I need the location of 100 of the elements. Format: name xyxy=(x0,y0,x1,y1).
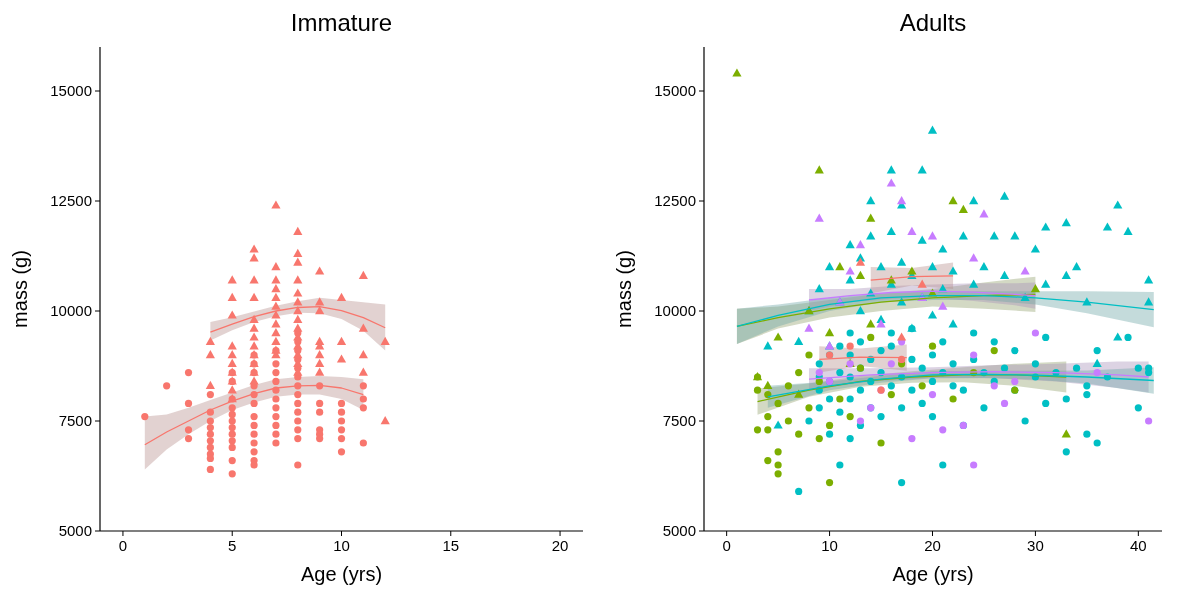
point xyxy=(866,196,876,205)
point xyxy=(1041,222,1051,231)
point xyxy=(845,240,855,249)
y-tick-label: 15000 xyxy=(654,82,696,99)
point xyxy=(1123,226,1133,235)
point xyxy=(990,347,998,355)
point xyxy=(764,391,772,399)
point xyxy=(804,323,814,332)
point xyxy=(784,382,792,390)
point xyxy=(1092,358,1102,367)
point xyxy=(846,413,854,421)
point xyxy=(949,395,957,403)
point xyxy=(970,461,978,469)
point xyxy=(918,382,926,390)
point xyxy=(1030,244,1041,253)
point xyxy=(989,231,999,240)
y-tick-label: 7500 xyxy=(662,412,696,429)
point xyxy=(824,262,835,271)
point xyxy=(927,125,938,134)
point xyxy=(999,270,1010,279)
point xyxy=(774,461,782,469)
point xyxy=(855,240,866,249)
x-tick-label: 40 xyxy=(1129,537,1147,554)
point xyxy=(855,257,866,266)
y-axis-title: mass (g) xyxy=(613,250,635,328)
point xyxy=(886,226,896,235)
y-tick-label: 15000 xyxy=(50,82,92,99)
point xyxy=(794,336,804,345)
point xyxy=(1030,284,1041,293)
point xyxy=(1000,399,1009,407)
point xyxy=(958,231,968,240)
point xyxy=(958,204,968,213)
point xyxy=(928,342,937,350)
x-tick-label: 20 xyxy=(551,537,569,554)
point xyxy=(1071,262,1082,271)
point xyxy=(774,399,782,407)
point xyxy=(939,426,947,434)
point xyxy=(867,333,875,341)
point xyxy=(907,226,917,235)
line-series xyxy=(808,290,1037,301)
point xyxy=(887,360,895,368)
point xyxy=(805,351,813,359)
point xyxy=(1041,279,1051,288)
y-tick-label: 10000 xyxy=(654,302,696,319)
point xyxy=(805,404,813,412)
x-tick-label: 15 xyxy=(442,537,460,554)
line-series xyxy=(144,384,365,446)
point xyxy=(970,351,978,359)
point xyxy=(969,196,979,205)
point xyxy=(1145,417,1153,425)
point xyxy=(886,178,896,187)
point xyxy=(928,391,937,399)
point xyxy=(824,328,835,337)
point xyxy=(825,479,834,487)
point xyxy=(917,279,927,288)
point xyxy=(764,426,772,434)
x-axis-title: Age (yrs) xyxy=(300,563,383,585)
y-tick-label: 12500 xyxy=(50,192,92,209)
point xyxy=(815,369,823,377)
point xyxy=(764,457,772,465)
point xyxy=(764,413,772,421)
point xyxy=(795,369,803,377)
point xyxy=(1031,329,1040,337)
point xyxy=(835,262,845,271)
point xyxy=(990,382,998,390)
point xyxy=(784,417,792,425)
point xyxy=(877,439,885,447)
y-tick-label: 5000 xyxy=(662,522,696,539)
point xyxy=(763,341,773,350)
point xyxy=(855,270,866,279)
x-tick-label: 0 xyxy=(722,537,731,554)
point xyxy=(814,213,824,222)
point xyxy=(897,257,907,266)
point xyxy=(917,235,927,244)
x-tick-label: 30 xyxy=(1027,537,1044,554)
x-tick-label: 10 xyxy=(821,537,838,554)
point xyxy=(948,266,958,275)
point xyxy=(887,391,895,399)
x-axis-title: Age (yrs) xyxy=(892,563,974,585)
point xyxy=(753,386,762,394)
point xyxy=(999,191,1010,200)
point xyxy=(845,266,855,275)
point xyxy=(815,377,823,385)
point xyxy=(856,417,865,425)
x-tick-label: 0 xyxy=(118,537,128,554)
y-tick-label: 5000 xyxy=(58,522,92,539)
point xyxy=(927,262,938,271)
point xyxy=(979,262,989,271)
point xyxy=(795,430,803,438)
point xyxy=(815,435,823,443)
point xyxy=(773,420,783,429)
x-tick-label: 5 xyxy=(228,537,237,554)
point xyxy=(1102,222,1113,231)
point xyxy=(1061,218,1071,227)
x-tick-label: 20 xyxy=(924,537,941,554)
point xyxy=(897,332,907,341)
point xyxy=(927,231,938,240)
point xyxy=(908,435,916,443)
chart-title: Immature xyxy=(290,9,393,36)
point xyxy=(1020,266,1030,275)
